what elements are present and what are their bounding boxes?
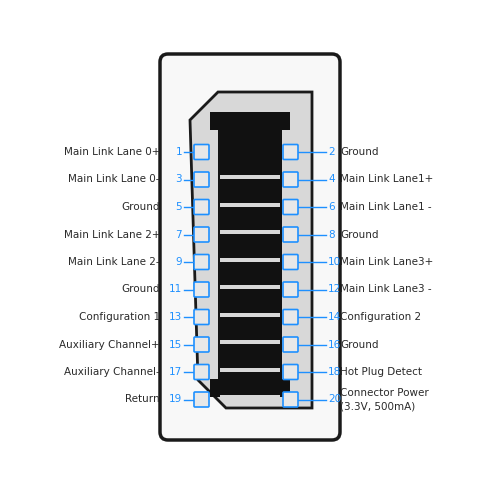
- Text: Configuration 1: Configuration 1: [79, 312, 160, 322]
- Text: Hot Plug Detect: Hot Plug Detect: [340, 367, 422, 377]
- Text: Main Link Lane1+: Main Link Lane1+: [340, 174, 433, 184]
- Text: Ground: Ground: [340, 340, 378, 349]
- Text: 16: 16: [328, 340, 341, 349]
- Bar: [220, 368, 280, 372]
- FancyBboxPatch shape: [194, 337, 209, 352]
- FancyBboxPatch shape: [283, 310, 298, 324]
- FancyBboxPatch shape: [194, 227, 209, 242]
- FancyBboxPatch shape: [194, 364, 209, 380]
- Bar: [220, 340, 280, 344]
- FancyBboxPatch shape: [194, 200, 209, 214]
- Text: Ground: Ground: [122, 284, 160, 294]
- Bar: [220, 313, 280, 317]
- FancyBboxPatch shape: [283, 254, 298, 270]
- FancyBboxPatch shape: [283, 227, 298, 242]
- FancyBboxPatch shape: [283, 364, 298, 380]
- Bar: [220, 230, 280, 234]
- Text: Main Link Lane 0-: Main Link Lane 0-: [68, 174, 160, 184]
- FancyBboxPatch shape: [194, 144, 209, 160]
- Text: 3: 3: [176, 174, 182, 184]
- Text: 17: 17: [169, 367, 182, 377]
- FancyBboxPatch shape: [283, 392, 298, 407]
- FancyBboxPatch shape: [283, 282, 298, 297]
- Bar: [220, 286, 280, 290]
- FancyBboxPatch shape: [283, 200, 298, 214]
- Text: Auxiliary Channel+: Auxiliary Channel+: [60, 340, 160, 349]
- Text: 18: 18: [328, 367, 341, 377]
- FancyBboxPatch shape: [194, 172, 209, 187]
- Text: 19: 19: [169, 394, 182, 404]
- Text: Main Link Lane 2-: Main Link Lane 2-: [68, 257, 160, 267]
- Text: Connector Power: Connector Power: [340, 388, 429, 398]
- Bar: [220, 396, 280, 400]
- Text: Return: Return: [126, 394, 160, 404]
- Text: 20: 20: [328, 394, 341, 404]
- Text: 13: 13: [169, 312, 182, 322]
- Text: Ground: Ground: [340, 147, 378, 157]
- Bar: [220, 176, 280, 180]
- Text: Main Link Lane 0+: Main Link Lane 0+: [64, 147, 160, 157]
- FancyBboxPatch shape: [194, 310, 209, 324]
- FancyBboxPatch shape: [283, 337, 298, 352]
- FancyBboxPatch shape: [160, 54, 340, 440]
- Text: Main Link Lane1 -: Main Link Lane1 -: [340, 202, 432, 212]
- FancyBboxPatch shape: [194, 282, 209, 297]
- Text: Main Link Lane3 -: Main Link Lane3 -: [340, 284, 432, 294]
- FancyBboxPatch shape: [283, 172, 298, 187]
- Text: 6: 6: [328, 202, 334, 212]
- Text: 14: 14: [328, 312, 341, 322]
- Text: 4: 4: [328, 174, 334, 184]
- Bar: [220, 203, 280, 207]
- Text: 11: 11: [169, 284, 182, 294]
- Text: (3.3V, 500mA): (3.3V, 500mA): [340, 402, 415, 411]
- Text: 1: 1: [176, 147, 182, 157]
- FancyBboxPatch shape: [194, 392, 209, 407]
- Text: 15: 15: [169, 340, 182, 349]
- Text: 5: 5: [176, 202, 182, 212]
- Bar: [218, 112, 282, 397]
- Bar: [220, 258, 280, 262]
- Text: Ground: Ground: [340, 230, 378, 239]
- Polygon shape: [190, 92, 312, 408]
- Text: 7: 7: [176, 230, 182, 239]
- Text: 8: 8: [328, 230, 334, 239]
- Text: Configuration 2: Configuration 2: [340, 312, 421, 322]
- Text: 9: 9: [176, 257, 182, 267]
- Text: 2: 2: [328, 147, 334, 157]
- Bar: [210, 112, 290, 130]
- FancyBboxPatch shape: [194, 254, 209, 270]
- Text: Auxiliary Channel-: Auxiliary Channel-: [64, 367, 160, 377]
- Text: Ground: Ground: [122, 202, 160, 212]
- Text: 10: 10: [328, 257, 341, 267]
- Text: 12: 12: [328, 284, 341, 294]
- Text: Main Link Lane 2+: Main Link Lane 2+: [64, 230, 160, 239]
- FancyBboxPatch shape: [283, 144, 298, 160]
- Text: Main Link Lane3+: Main Link Lane3+: [340, 257, 433, 267]
- Bar: [210, 379, 290, 397]
